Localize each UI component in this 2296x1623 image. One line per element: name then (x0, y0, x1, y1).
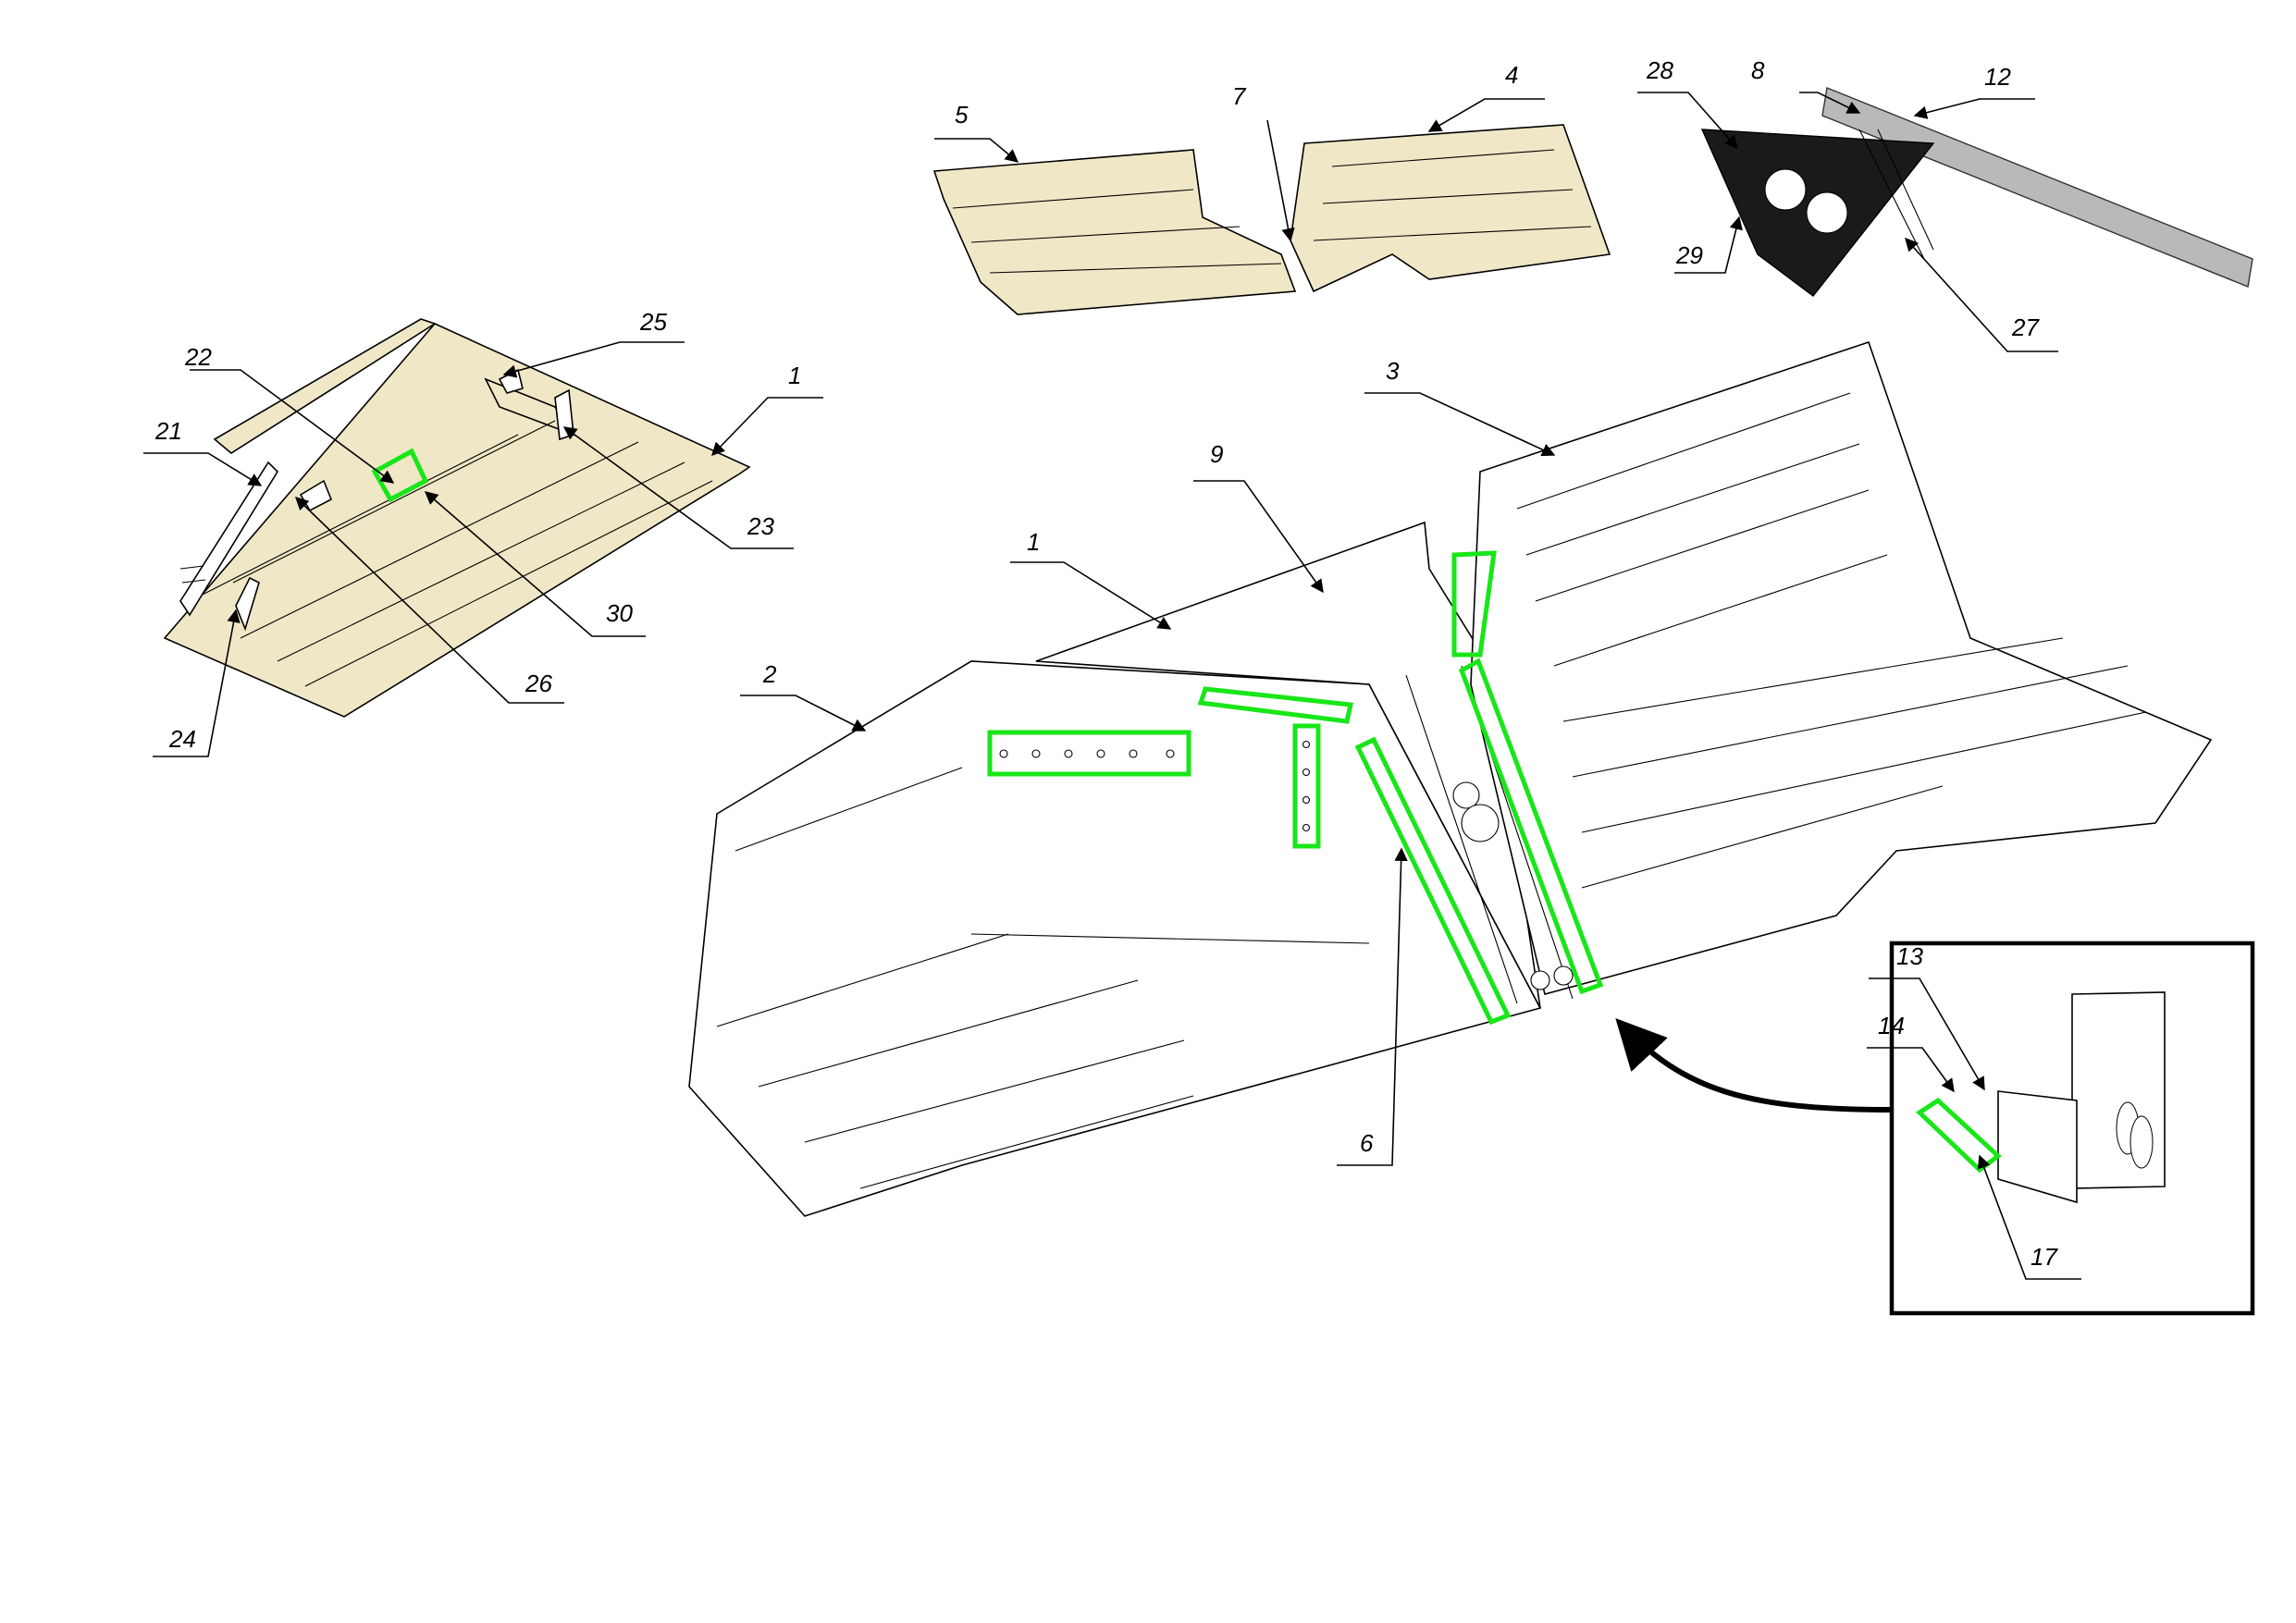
callout-1-detail: 1 (788, 362, 801, 389)
callout-5: 5 (955, 101, 969, 129)
leader-lines (143, 92, 2081, 1280)
callout-29: 29 (1675, 241, 1703, 269)
highlight-box (1197, 686, 1354, 724)
highlight-box (1292, 723, 1321, 849)
callout-12: 12 (1984, 63, 2011, 91)
callout-1-main: 1 (1027, 528, 1040, 556)
highlight-box (1354, 736, 1512, 1026)
highlight-boxes (371, 448, 2002, 1174)
callout-7: 7 (1232, 82, 1247, 110)
callout-8: 8 (1751, 56, 1765, 84)
callout-6: 6 (1360, 1129, 1374, 1157)
callout-30: 30 (606, 599, 633, 627)
fastener-dots (999, 740, 1311, 832)
main-floor-assembly (688, 340, 2213, 1217)
callout-22: 22 (184, 343, 212, 371)
callout-2: 2 (762, 660, 777, 688)
callout-3: 3 (1386, 357, 1400, 385)
callout-25: 25 (639, 308, 667, 336)
callout-4: 4 (1505, 61, 1518, 89)
callout-17: 17 (2031, 1243, 2058, 1271)
callout-27: 27 (2011, 314, 2040, 341)
callout-26: 26 (525, 670, 552, 697)
callout-labels: 1 21 22 23 24 25 26 30 5 7 4 28 8 12 29 … (154, 56, 2058, 1271)
highlight-box (1458, 658, 1604, 995)
highlight-box (1451, 550, 1497, 658)
callout-23: 23 (747, 512, 774, 540)
callout-21: 21 (154, 417, 182, 445)
inset-pointer-arrow (1615, 1018, 1893, 1113)
top-panels (932, 124, 1611, 315)
callout-9: 9 (1210, 440, 1223, 468)
highlight-box (987, 730, 1191, 777)
highlight-box (371, 448, 429, 503)
callout-24: 24 (168, 725, 196, 753)
highlight-box (1915, 1097, 2002, 1174)
bracket-and-rail (1700, 87, 2253, 297)
inset-detail-box (1889, 941, 2255, 1316)
callout-28: 28 (1646, 56, 1673, 84)
callout-13: 13 (1896, 942, 1923, 970)
callout-14: 14 (1878, 1012, 1905, 1039)
